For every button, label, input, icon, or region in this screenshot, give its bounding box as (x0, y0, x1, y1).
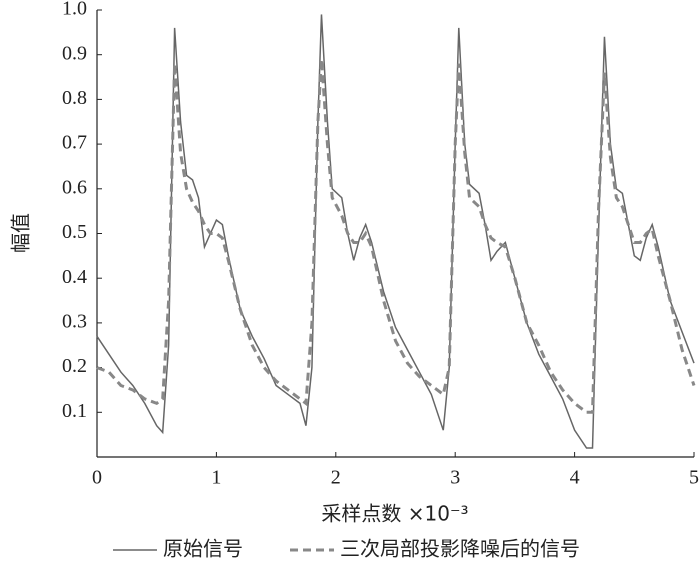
series-line (96, 59, 696, 414)
y-tick-label: 0.5 (62, 221, 87, 243)
y-tick-label: 0.1 (62, 400, 87, 422)
legend-label: 原始信号 (163, 537, 243, 561)
y-axis-label: 幅值 (9, 213, 33, 253)
series-line (96, 14, 695, 449)
y-tick-label: 0.9 (62, 42, 87, 64)
legend-label: 三次局部投影降噪后的信号 (340, 537, 580, 561)
y-tick-label: 0.8 (62, 87, 87, 109)
x-axis-label: 采样点数 ×10⁻³ (321, 502, 468, 526)
y-tick-label: 1.0 (62, 0, 87, 20)
x-tick-label: 5 (689, 467, 699, 489)
x-tick-label: 2 (331, 467, 341, 489)
y-tick-label: 0.3 (62, 310, 87, 332)
y-tick-label: 0.4 (62, 266, 87, 288)
x-tick-label: 1 (211, 467, 221, 489)
x-tick-label: 4 (570, 467, 580, 489)
y-tick-label: 0.7 (62, 132, 87, 154)
y-tick-label: 0.2 (62, 355, 87, 377)
x-tick-label: 3 (450, 467, 460, 489)
x-tick-label: 0 (92, 467, 102, 489)
y-tick-label: 0.6 (62, 176, 87, 198)
